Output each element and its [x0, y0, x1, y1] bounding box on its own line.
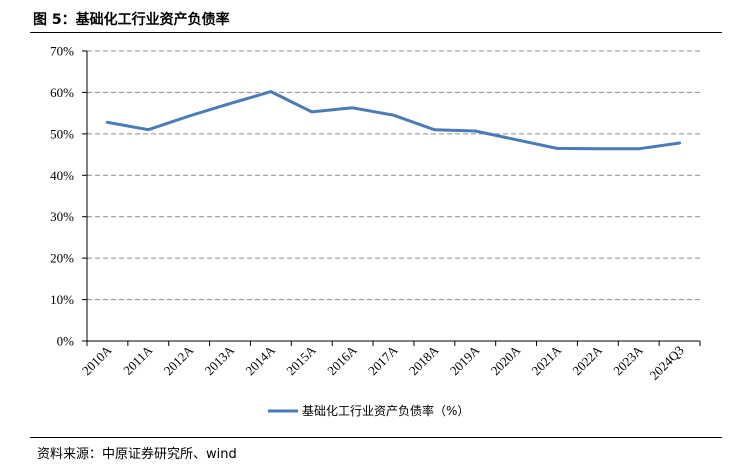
data-point	[596, 147, 600, 150]
data-point	[637, 147, 640, 150]
series-lines	[105, 90, 682, 151]
data-point	[351, 106, 354, 109]
y-tick-label: 30%	[50, 209, 74, 224]
x-tick-labels: 2010A 2011A 2012A 2013A 2014A 2015A 2016A 2017A…	[79, 342, 687, 383]
top-rule	[30, 32, 722, 33]
data-point	[392, 114, 395, 117]
data-point	[147, 128, 150, 131]
x-tick-label: 2017A	[365, 342, 401, 378]
data-point	[106, 121, 109, 124]
data-point	[474, 129, 477, 133]
data-point	[678, 141, 681, 145]
bottom-rule	[30, 437, 722, 438]
grid-lines	[87, 50, 700, 301]
y-tick-labels: 0% 10% 20% 30% 40% 50% 60% 70%	[50, 44, 74, 349]
x-tick-label: 2015A	[283, 342, 319, 378]
series-line	[105, 90, 682, 151]
data-point	[187, 114, 191, 118]
x-tick-label: 2010A	[79, 342, 115, 378]
x-tick-label: 2018A	[406, 342, 442, 378]
y-tick-label: 40%	[50, 168, 74, 183]
x-tick-label: 2023A	[610, 342, 646, 378]
data-point	[228, 102, 232, 105]
x-tick-label: 2019A	[447, 342, 483, 378]
figure-title: 图 5：基础化工行业资产负债率	[33, 12, 230, 28]
legend-label: 基础化工行业资产负债率（%）	[302, 403, 469, 418]
x-tick-label: 2020A	[488, 342, 524, 378]
legend: 基础化工行业资产负债率（%）	[268, 403, 469, 418]
y-tick-label: 60%	[50, 85, 74, 100]
axes	[82, 50, 701, 346]
y-tick-label: 0%	[57, 334, 75, 349]
x-tick-label: 2013A	[202, 342, 238, 378]
data-point	[514, 138, 518, 141]
data-point	[310, 110, 313, 114]
x-tick-label: 2022A	[569, 342, 605, 378]
data-point	[555, 147, 559, 150]
y-tick-label: 20%	[50, 251, 74, 266]
x-tick-label: 2014A	[242, 342, 278, 378]
y-tick-label: 70%	[50, 44, 74, 59]
x-tick-label: 2016A	[324, 342, 360, 378]
x-tick-label: 2024Q3	[646, 343, 686, 383]
x-tick-label: 2012A	[161, 342, 197, 378]
data-point	[269, 90, 273, 93]
x-tick-label: 2021A	[528, 342, 564, 378]
x-tick-label: 2011A	[120, 342, 156, 378]
y-tick-label: 50%	[50, 126, 74, 141]
data-point	[433, 128, 436, 131]
y-tick-label: 10%	[50, 292, 74, 307]
source-note: 资料来源：中原证券研究所、wind	[37, 447, 237, 462]
